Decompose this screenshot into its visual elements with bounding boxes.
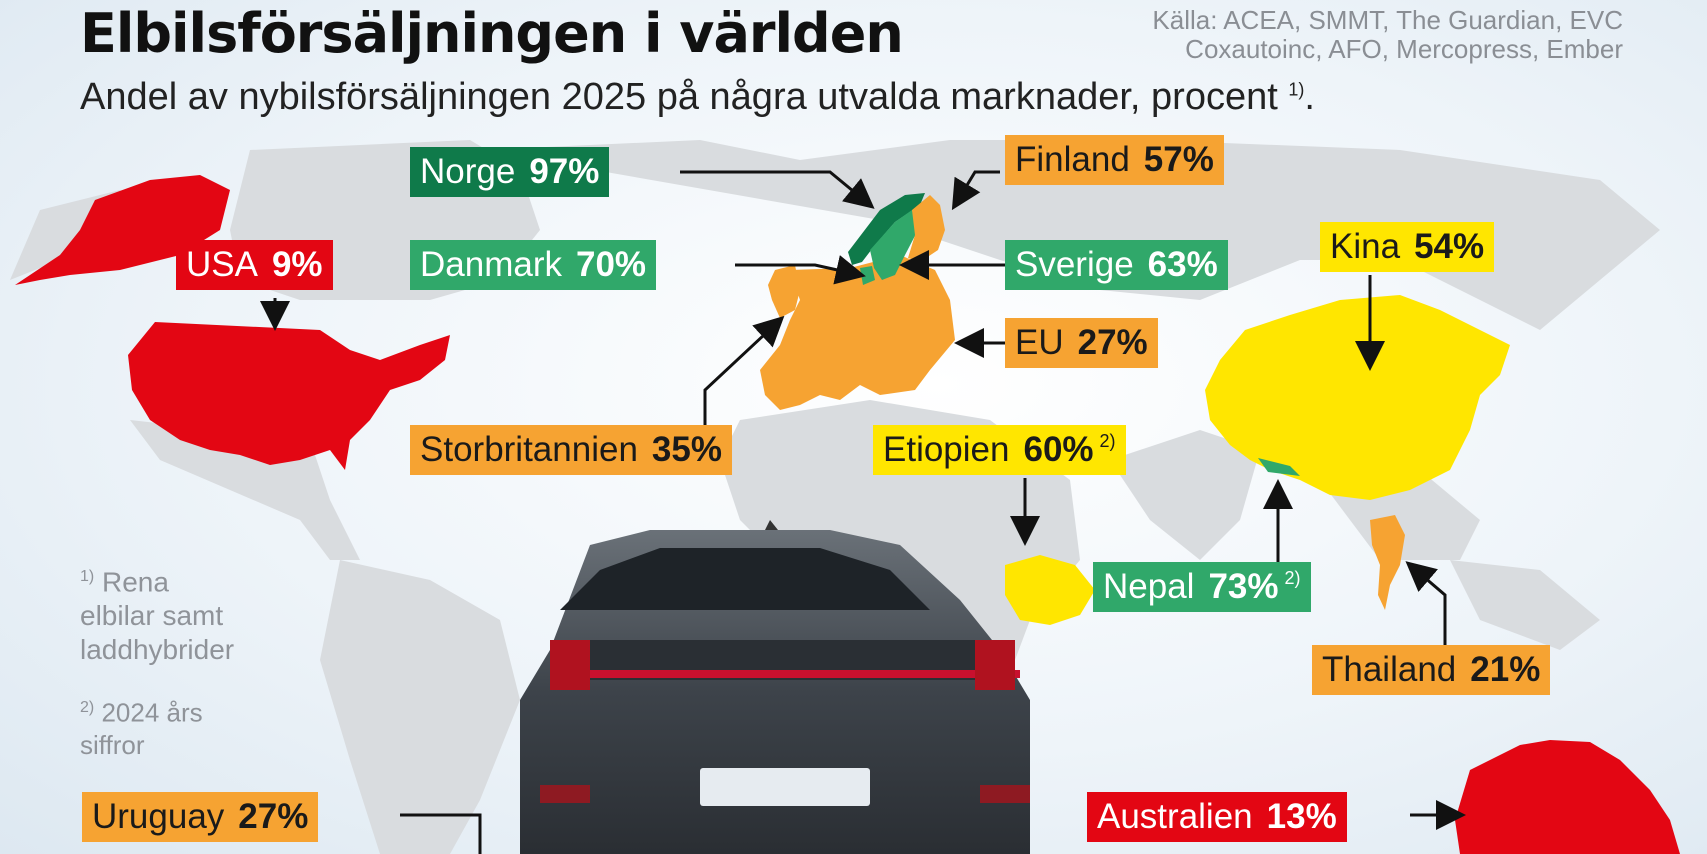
label-thailand: Thailand 21% bbox=[1312, 645, 1551, 695]
norway-shape bbox=[848, 193, 925, 265]
label-nepal: Nepal 73% 2) bbox=[1093, 562, 1311, 612]
eu-shape bbox=[760, 255, 955, 410]
label-etiopien: Etiopien 60% 2) bbox=[873, 425, 1126, 475]
label-finland: Finland 57% bbox=[1005, 135, 1224, 185]
usa-shape bbox=[128, 322, 450, 470]
car-image bbox=[520, 520, 1030, 854]
label-storbritannien: Storbritannien 35% bbox=[410, 425, 732, 475]
page-title: Elbilsförsäljningen i världen bbox=[80, 2, 904, 65]
finland-shape bbox=[908, 195, 945, 262]
thailand-shape bbox=[1370, 515, 1405, 610]
label-danmark: Danmark 70% bbox=[410, 240, 657, 290]
china-shape bbox=[1205, 295, 1510, 500]
footnote-2: 2) 2024 års siffror bbox=[80, 697, 203, 760]
greenland-shape bbox=[15, 175, 230, 285]
subtitle: Andel av nybilsförsäljningen 2025 på någ… bbox=[80, 76, 1315, 118]
label-uruguay: Uruguay 27% bbox=[82, 792, 319, 842]
label-kina: Kina 54% bbox=[1320, 222, 1495, 272]
pointer-arrows bbox=[260, 170, 1466, 854]
nepal-shape bbox=[1258, 458, 1300, 476]
uk-shape bbox=[768, 265, 800, 318]
label-norge: Norge 97% bbox=[410, 147, 610, 197]
ethiopia-shape bbox=[1005, 555, 1095, 625]
label-usa: USA 9% bbox=[176, 240, 333, 290]
sweden-shape bbox=[870, 210, 918, 280]
label-sverige: Sverige 63% bbox=[1005, 240, 1228, 290]
australia-shape bbox=[1455, 740, 1680, 854]
label-australien: Australien 13% bbox=[1087, 792, 1347, 842]
label-eu: EU 27% bbox=[1005, 318, 1158, 368]
source-credit: Källa: ACEA, SMMT, The Guardian, EVC Cox… bbox=[1152, 5, 1623, 64]
footnote-1: 1) Rena elbilar samt laddhybrider bbox=[80, 566, 235, 666]
